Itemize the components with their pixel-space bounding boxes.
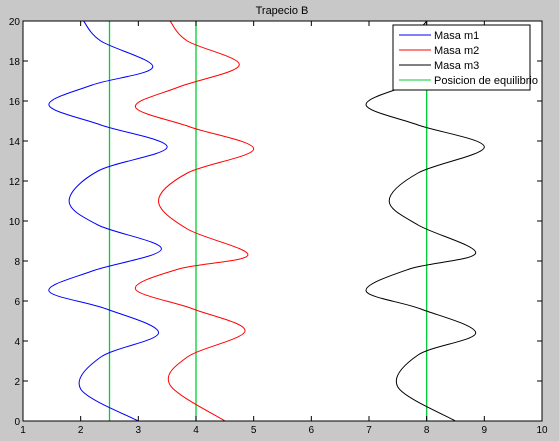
x-tick-label: 7: [366, 425, 372, 436]
y-tick-label: 8: [14, 257, 20, 268]
x-tick-label: 2: [78, 425, 84, 436]
x-tick-label: 9: [482, 425, 488, 436]
y-tick-label: 6: [14, 297, 20, 308]
x-tick-label: 6: [309, 425, 315, 436]
x-tick-label: 8: [424, 425, 430, 436]
y-tick-label: 12: [9, 177, 21, 188]
y-tick-label: 14: [9, 137, 21, 148]
legend-label-masa2: Masa m2: [434, 45, 479, 57]
y-tick-label: 10: [9, 217, 21, 228]
x-tick-label: 3: [136, 425, 142, 436]
legend-label-masa1: Masa m1: [434, 30, 479, 42]
y-tick-label: 2: [14, 377, 20, 388]
x-tick-label: 4: [193, 425, 199, 436]
legend-label-masa3: Masa m3: [434, 60, 479, 72]
y-tick-label: 0: [14, 417, 20, 428]
chart-title: Trapecio B: [256, 5, 309, 17]
y-tick-label: 20: [9, 17, 21, 28]
x-tick-label: 5: [251, 425, 257, 436]
series-line-masa2: [134, 21, 255, 421]
y-tick-label: 16: [9, 97, 21, 108]
legend-box: [392, 24, 531, 91]
x-tick-label: 10: [536, 425, 548, 436]
y-tick-label: 18: [9, 57, 21, 68]
x-tick-label: 1: [20, 425, 26, 436]
y-tick-label: 4: [14, 337, 20, 348]
legend-label-equilibrio: Posicion de equilibrio: [434, 75, 538, 87]
series-line-masa1: [48, 21, 168, 421]
legend: Masa m1 Masa m2 Masa m3 Posicion de equi…: [392, 24, 538, 91]
